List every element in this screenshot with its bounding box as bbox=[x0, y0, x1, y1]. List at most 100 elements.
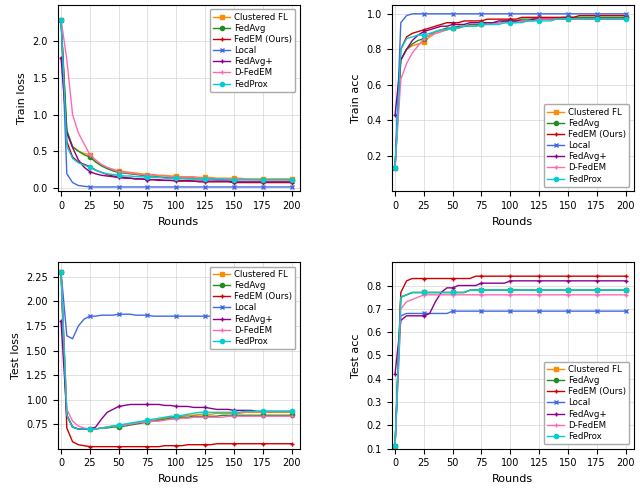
Local bbox=[500, 11, 508, 17]
Local bbox=[236, 184, 244, 190]
FedAvg+ bbox=[558, 16, 566, 22]
FedAvg bbox=[236, 412, 244, 418]
FedProx bbox=[276, 408, 284, 414]
FedEM (Ours) bbox=[97, 170, 105, 176]
D-FedEM bbox=[414, 294, 422, 300]
FedProx bbox=[564, 16, 572, 22]
FedEM (Ours) bbox=[541, 14, 548, 20]
FedProx bbox=[495, 287, 502, 293]
Legend: Clustered FL, FedAvg, FedEM (Ours), Local, FedAvg+, D-FedEM, FedProx: Clustered FL, FedAvg, FedEM (Ours), Loca… bbox=[210, 9, 295, 92]
D-FedEM bbox=[207, 175, 214, 181]
FedAvg bbox=[149, 173, 157, 179]
Local bbox=[143, 312, 151, 318]
FedProx bbox=[143, 175, 151, 180]
FedAvg+ bbox=[414, 32, 422, 38]
FedAvg bbox=[149, 418, 157, 424]
Local bbox=[621, 11, 629, 17]
FedProx bbox=[397, 46, 404, 52]
FedProx bbox=[242, 408, 250, 414]
D-FedEM bbox=[225, 413, 232, 419]
FedAvg+ bbox=[212, 406, 220, 412]
FedEM (Ours) bbox=[225, 179, 232, 185]
Clustered FL bbox=[547, 287, 554, 293]
FedAvg+ bbox=[126, 401, 134, 407]
FedProx bbox=[195, 409, 203, 415]
FedEM (Ours) bbox=[63, 139, 70, 144]
Clustered FL bbox=[172, 413, 180, 419]
FedProx bbox=[132, 174, 140, 179]
Clustered FL bbox=[276, 176, 284, 182]
D-FedEM bbox=[184, 415, 191, 421]
D-FedEM bbox=[230, 413, 238, 419]
FedProx bbox=[92, 426, 99, 432]
Local bbox=[201, 313, 209, 319]
FedEM (Ours) bbox=[529, 273, 537, 279]
FedAvg bbox=[230, 412, 238, 418]
Clustered FL bbox=[524, 18, 531, 24]
Local bbox=[288, 313, 296, 319]
FedProx bbox=[466, 23, 474, 29]
FedProx bbox=[86, 426, 93, 432]
Clustered FL bbox=[207, 175, 214, 180]
Local bbox=[604, 11, 612, 17]
FedEM (Ours) bbox=[610, 273, 618, 279]
Clustered FL bbox=[587, 287, 595, 293]
FedProx bbox=[593, 16, 600, 22]
FedAvg bbox=[426, 32, 433, 38]
FedEM (Ours) bbox=[454, 20, 462, 26]
FedEM (Ours) bbox=[512, 273, 520, 279]
FedProx bbox=[161, 175, 168, 181]
FedProx bbox=[431, 29, 439, 35]
FedEM (Ours) bbox=[207, 442, 214, 448]
FedProx bbox=[403, 292, 410, 298]
FedProx bbox=[495, 22, 502, 28]
Legend: Clustered FL, FedAvg, FedEM (Ours), Local, FedAvg+, D-FedEM, FedProx: Clustered FL, FedAvg, FedEM (Ours), Loca… bbox=[544, 104, 629, 187]
Local bbox=[420, 11, 428, 17]
Clustered FL bbox=[558, 287, 566, 293]
FedAvg bbox=[120, 170, 128, 176]
Local bbox=[115, 311, 122, 317]
Clustered FL bbox=[454, 289, 462, 295]
FedEM (Ours) bbox=[593, 13, 600, 19]
D-FedEM bbox=[120, 422, 128, 428]
D-FedEM bbox=[132, 171, 140, 177]
FedEM (Ours) bbox=[103, 172, 111, 177]
D-FedEM bbox=[598, 292, 606, 298]
FedEM (Ours) bbox=[253, 441, 261, 447]
D-FedEM bbox=[541, 16, 548, 22]
D-FedEM bbox=[109, 423, 116, 429]
D-FedEM bbox=[518, 292, 525, 298]
Clustered FL bbox=[593, 16, 600, 22]
FedAvg+ bbox=[166, 177, 174, 183]
FedEM (Ours) bbox=[248, 441, 255, 447]
FedAvg+ bbox=[541, 278, 548, 284]
Clustered FL bbox=[529, 16, 537, 22]
FedAvg bbox=[460, 289, 468, 295]
FedEM (Ours) bbox=[219, 179, 227, 185]
FedAvg bbox=[97, 425, 105, 431]
FedAvg+ bbox=[426, 27, 433, 33]
Clustered FL bbox=[189, 174, 197, 179]
FedEM (Ours) bbox=[219, 441, 227, 447]
FedEM (Ours) bbox=[166, 177, 174, 183]
FedAvg bbox=[195, 176, 203, 182]
Clustered FL bbox=[259, 176, 267, 182]
D-FedEM bbox=[109, 167, 116, 173]
Legend: Clustered FL, FedAvg, FedEM (Ours), Local, FedAvg+, D-FedEM, FedProx: Clustered FL, FedAvg, FedEM (Ours), Loca… bbox=[544, 361, 629, 444]
FedEM (Ours) bbox=[201, 442, 209, 448]
FedEM (Ours) bbox=[408, 276, 416, 282]
Clustered FL bbox=[414, 289, 422, 295]
FedProx bbox=[397, 294, 404, 300]
FedEM (Ours) bbox=[437, 22, 445, 28]
FedAvg+ bbox=[230, 407, 238, 413]
FedAvg+ bbox=[420, 29, 428, 35]
FedProx bbox=[271, 176, 278, 182]
FedAvg bbox=[97, 163, 105, 169]
Clustered FL bbox=[460, 289, 468, 295]
FedAvg bbox=[184, 414, 191, 420]
Line: Clustered FL: Clustered FL bbox=[393, 15, 628, 171]
D-FedEM bbox=[166, 416, 174, 422]
Clustered FL bbox=[149, 417, 157, 423]
FedAvg+ bbox=[248, 407, 255, 413]
Local bbox=[391, 443, 399, 449]
